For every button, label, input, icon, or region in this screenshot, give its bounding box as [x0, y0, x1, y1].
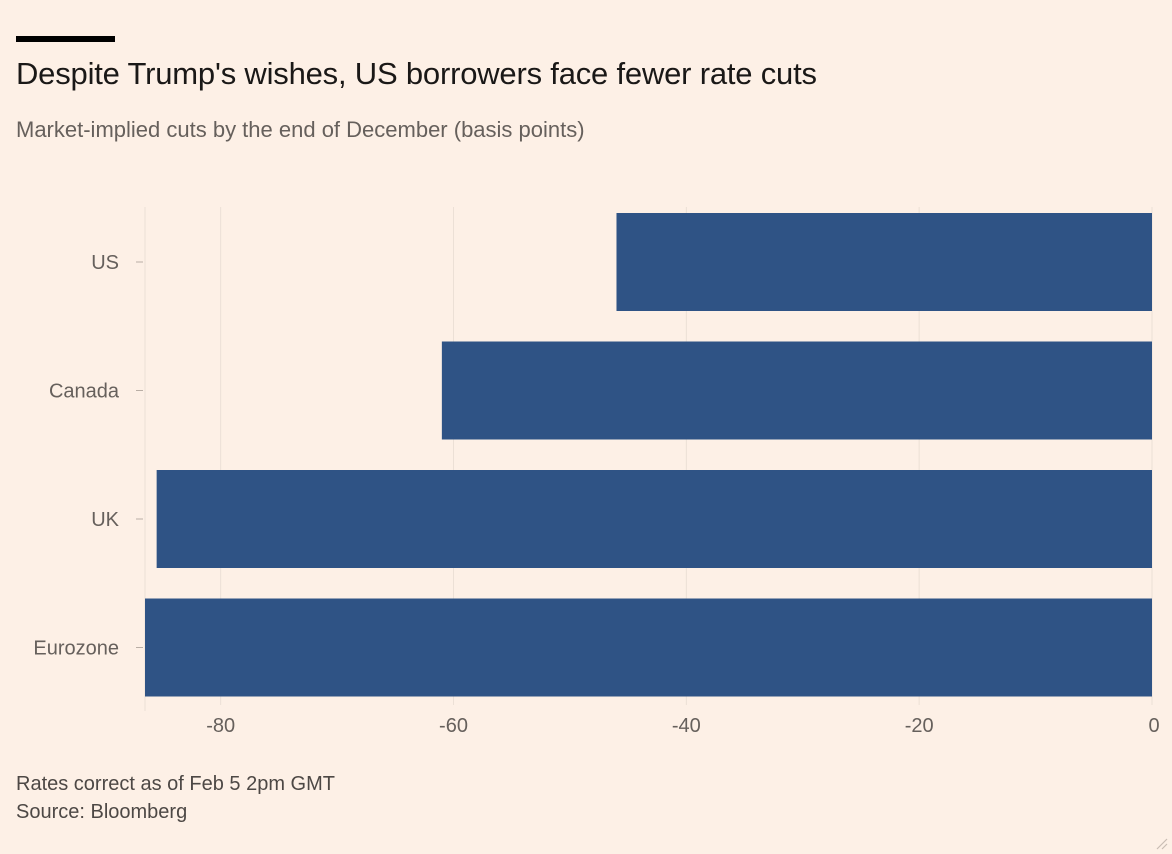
header-accent-rule [16, 36, 115, 42]
category-label-us: US [91, 252, 119, 274]
x-tick-label: -60 [439, 715, 468, 737]
bar-uk [156, 470, 1153, 568]
x-tick-label: -40 [672, 715, 701, 737]
category-label-eurozone: Eurozone [33, 638, 119, 660]
bar-us [616, 213, 1152, 311]
x-tick-label: 0 [1148, 715, 1159, 737]
rates-note: Rates correct as of Feb 5 2pm GMT [16, 773, 335, 795]
category-label-uk: UK [91, 509, 119, 531]
x-tick-label: -20 [905, 715, 934, 737]
chart-title: Despite Trump's wishes, US borrowers fac… [16, 56, 817, 91]
category-label-canada: Canada [49, 381, 120, 403]
bar-eurozone [145, 598, 1152, 697]
source-note: Source: Bloomberg [16, 801, 188, 823]
x-tick-label: -80 [206, 715, 235, 737]
bar-chart: US Canada UK Eurozone -80 -60 -40 -20 0 [33, 207, 1160, 737]
resize-handle-icon[interactable] [1154, 836, 1168, 850]
chart-subtitle: Market-implied cuts by the end of Decemb… [16, 117, 585, 142]
bar-canada [441, 341, 1152, 440]
